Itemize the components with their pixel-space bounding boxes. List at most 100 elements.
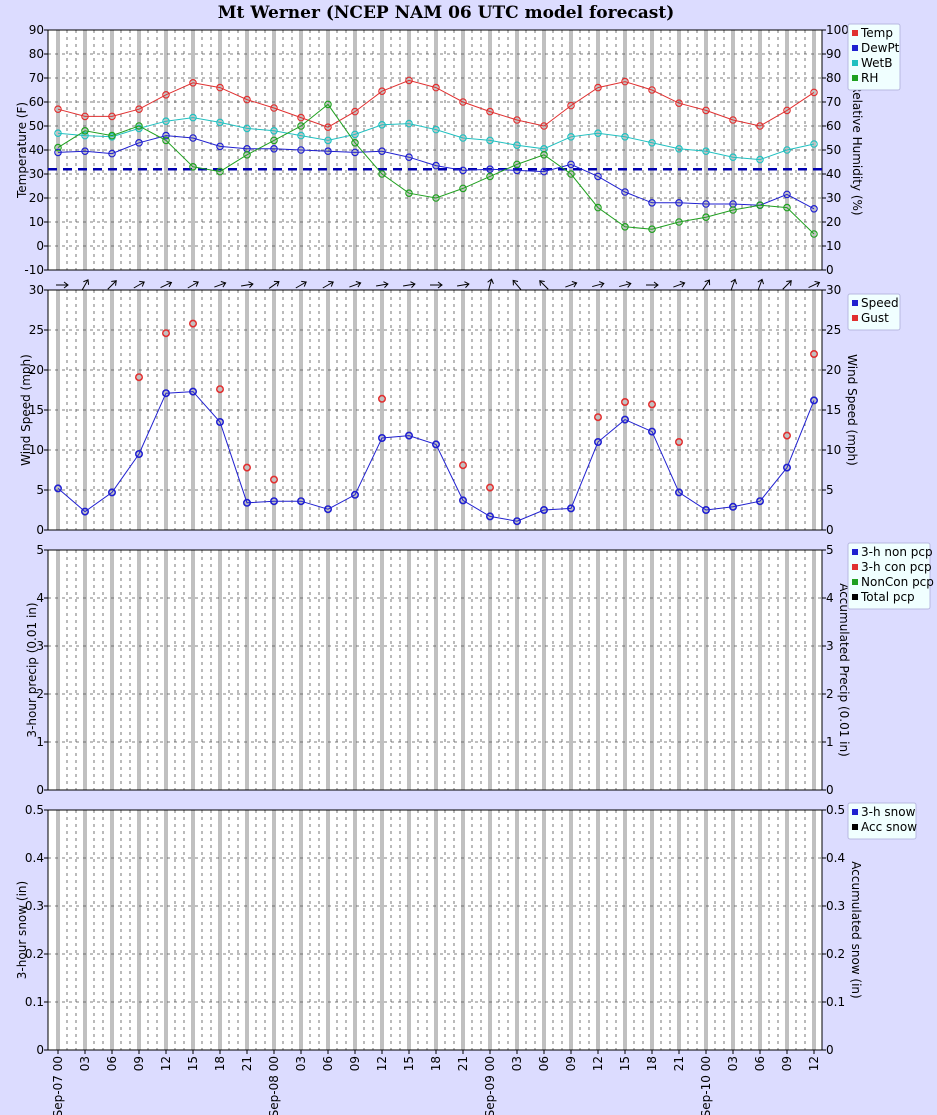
y2-tick-label: 15 bbox=[826, 403, 841, 417]
y2-tick-label: 90 bbox=[826, 47, 841, 61]
data-point-temp bbox=[810, 88, 818, 97]
y-tick-label: 0 bbox=[36, 1043, 44, 1057]
data-point-speed bbox=[350, 490, 359, 499]
legend-label: Total pcp bbox=[860, 590, 915, 604]
legend-label: Temp bbox=[860, 26, 893, 40]
data-point-dewpt bbox=[189, 134, 197, 142]
arrow-head bbox=[355, 281, 362, 288]
y2-tick-label: 1 bbox=[826, 735, 834, 749]
arrow-shaft bbox=[376, 283, 388, 287]
chart-title: Mt Werner (NCEP NAM 06 UTC model forecas… bbox=[218, 3, 675, 23]
data-point-speed bbox=[189, 387, 198, 396]
y-tick-label: 0.1 bbox=[25, 995, 44, 1009]
legend-label: 3-h con pcp bbox=[861, 560, 932, 574]
y-tick-label: 15 bbox=[29, 403, 44, 417]
data-point-wetb bbox=[459, 134, 467, 142]
data-point-temp bbox=[621, 77, 629, 86]
y2-tick-label: 50 bbox=[826, 143, 841, 157]
data-point-gust bbox=[162, 329, 171, 338]
wind-direction-arrow bbox=[295, 280, 307, 289]
data-point-gust bbox=[377, 394, 386, 403]
y-axis-label: 3-hour snow (in) bbox=[15, 881, 29, 979]
data-point-temp bbox=[756, 122, 764, 130]
arrow-head bbox=[166, 280, 173, 288]
y-tick-label: 30 bbox=[29, 283, 44, 297]
legend-swatch bbox=[852, 60, 858, 66]
arrow-head bbox=[193, 280, 199, 287]
data-point-rh bbox=[675, 218, 683, 226]
data-point-speed bbox=[377, 433, 386, 442]
wind-direction-arrow bbox=[565, 281, 578, 288]
arrow-shaft bbox=[512, 280, 522, 290]
y2-tick-label: 10 bbox=[826, 443, 841, 457]
data-point-rh bbox=[270, 136, 278, 145]
series-line-rh bbox=[57, 103, 815, 235]
y-tick-label: 0.2 bbox=[25, 947, 44, 961]
data-point-gust bbox=[593, 413, 602, 422]
y-tick-label: 0 bbox=[36, 523, 44, 537]
arrow-shaft bbox=[241, 283, 253, 287]
arrow-head bbox=[63, 281, 69, 289]
arrow-head bbox=[653, 281, 659, 289]
y-tick-label: 5 bbox=[36, 543, 44, 557]
data-point-speed bbox=[81, 507, 90, 516]
arrow-shaft bbox=[487, 279, 493, 291]
data-point-wetb bbox=[216, 118, 224, 127]
arrow-shaft bbox=[268, 281, 280, 289]
y2-tick-label: 0 bbox=[826, 783, 834, 797]
series-line-speed bbox=[57, 391, 815, 522]
data-point-dewpt bbox=[702, 200, 710, 208]
arrow-shaft bbox=[673, 282, 685, 288]
arrow-shaft bbox=[757, 279, 763, 291]
legend-label: 3-h snow bbox=[861, 805, 916, 819]
x-tick-label: Sep-08 00 bbox=[267, 1056, 281, 1115]
data-point-wetb bbox=[513, 141, 521, 150]
arrow-head bbox=[487, 278, 494, 285]
arrow-head bbox=[328, 280, 334, 287]
data-point-rh bbox=[324, 100, 332, 109]
series-line-temp bbox=[57, 79, 815, 128]
data-point-speed bbox=[216, 417, 225, 426]
x-tick-label: 21 bbox=[240, 1056, 254, 1071]
legend-swatch bbox=[852, 30, 858, 36]
y2-axis-label: Accumulated snow (in) bbox=[849, 861, 863, 998]
data-point-dewpt bbox=[351, 148, 359, 157]
data-point-speed bbox=[539, 505, 548, 514]
legend-swatch bbox=[852, 579, 858, 585]
legend-swatch bbox=[852, 809, 858, 815]
arrow-head bbox=[437, 281, 443, 289]
wind-direction-arrow bbox=[808, 280, 821, 288]
data-point-dewpt bbox=[675, 199, 683, 207]
x-tick-label: 06 bbox=[105, 1056, 119, 1071]
data-point-rh bbox=[648, 225, 656, 234]
legend-label: Gust bbox=[861, 311, 889, 325]
data-point-speed bbox=[593, 437, 602, 446]
y2-tick-label: 25 bbox=[826, 323, 841, 337]
legend-swatch bbox=[852, 594, 858, 600]
data-point-rh bbox=[243, 151, 251, 159]
arrow-shaft bbox=[107, 280, 117, 290]
data-point-wetb bbox=[432, 125, 440, 134]
data-point-speed bbox=[431, 440, 440, 449]
x-tick-label: 06 bbox=[537, 1056, 551, 1071]
data-point-temp bbox=[594, 83, 602, 92]
data-point-wetb bbox=[756, 155, 764, 164]
data-point-gust bbox=[189, 319, 198, 328]
y2-tick-label: 3 bbox=[826, 639, 834, 653]
legend-swatch bbox=[852, 75, 858, 81]
data-point-rh bbox=[702, 213, 710, 222]
arrow-shaft bbox=[187, 281, 199, 289]
y2-tick-label: 40 bbox=[826, 167, 841, 181]
y2-tick-label: 20 bbox=[826, 215, 841, 229]
legend-box bbox=[847, 542, 931, 610]
data-point-speed bbox=[620, 415, 629, 424]
data-point-wetb bbox=[405, 119, 413, 128]
data-point-dewpt bbox=[405, 153, 413, 162]
wind-direction-arrow bbox=[702, 279, 711, 291]
x-tick-label: 21 bbox=[456, 1056, 470, 1071]
arrow-shaft bbox=[539, 280, 549, 290]
legend-box bbox=[847, 802, 917, 840]
data-point-wetb bbox=[189, 113, 197, 122]
data-point-speed bbox=[782, 463, 791, 472]
